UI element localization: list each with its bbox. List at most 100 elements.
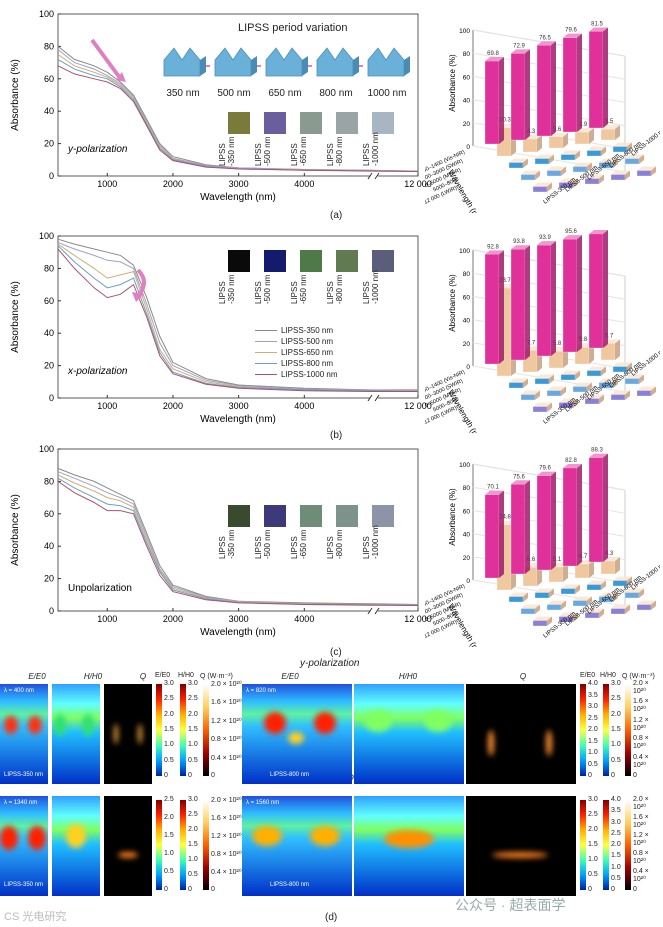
bar-front — [636, 170, 652, 177]
y-axis-label: Absorbance (%) — [10, 281, 21, 353]
colorbar-tick: 0 — [633, 886, 637, 893]
bar-side — [639, 154, 644, 164]
bar-side — [603, 27, 608, 128]
bar-side — [563, 132, 568, 148]
colorbar-tick: 1.5 — [188, 726, 198, 733]
y-tick-label: 20 — [44, 574, 54, 584]
bar-front — [586, 150, 602, 157]
bar-value-label: 75.6 — [513, 474, 525, 480]
bar-front — [574, 131, 590, 145]
bar-side — [627, 576, 632, 586]
lipss-structure-icon — [316, 47, 354, 77]
colorbar-tick: 2.0 — [611, 710, 621, 718]
colorbar-tick: 1.6 × 10²⁰ — [633, 698, 649, 714]
bar-side — [651, 386, 656, 396]
bar-front — [510, 484, 526, 575]
caption-c: (c) — [330, 647, 342, 658]
bar-top — [613, 362, 632, 367]
bar-side — [587, 596, 592, 606]
line-chart-b: 0 20 40 60 80 100 1000 2000 3000 4000 12 000 Wavele… — [10, 231, 432, 425]
legend-line — [255, 329, 277, 332]
swatch-label: LIPSS -1000 nm — [362, 132, 380, 166]
bar-top — [509, 378, 528, 383]
bar-top — [547, 386, 566, 391]
hotspot — [28, 826, 46, 850]
bar-side — [651, 600, 656, 610]
bar-top — [625, 154, 644, 159]
colorbar-tick: 4.0 — [588, 680, 598, 687]
colorbar-tick: 2.0 — [588, 726, 598, 733]
colorbar-tick: 0.8 × 10²⁰ — [211, 851, 242, 858]
colorbar-tick: 0 — [211, 772, 215, 779]
bar-top — [563, 463, 582, 468]
plot-frame — [57, 13, 419, 177]
colorbar-tick: 1.5 — [588, 841, 598, 848]
colorbar-tick: 1.0 — [588, 856, 598, 863]
bar-front — [588, 233, 604, 349]
bar-side — [525, 49, 530, 140]
bar-side — [563, 347, 568, 368]
z-tick-label: 20 — [463, 341, 471, 348]
axis-break — [374, 172, 380, 180]
bar-front — [536, 244, 552, 357]
colorbar-tick: 1.5 — [588, 737, 598, 745]
field-header: H/H0 — [83, 672, 103, 681]
colorbar-tick: 1.2 × 10²⁰ — [211, 833, 242, 840]
series-line — [57, 242, 419, 392]
bar-side — [573, 398, 578, 408]
bar-side — [575, 370, 580, 380]
bar-top — [637, 166, 656, 171]
bar-top — [559, 612, 578, 617]
e-colorbar — [580, 800, 586, 890]
x-tick-label: 1000 — [97, 401, 117, 411]
colorbar-tick: 2.5 — [164, 695, 174, 703]
bar-front — [484, 254, 500, 365]
bar-top — [561, 584, 580, 589]
colorbar-tick: 0.5 — [164, 756, 174, 764]
x-tick-label: 1000 — [97, 614, 117, 624]
bar-value-label: 69.8 — [487, 51, 499, 57]
colorbar-tick: 0 — [211, 886, 215, 893]
color-swatch — [300, 250, 322, 272]
bar-value-label: 24.8 — [499, 515, 511, 521]
colorbar-tick: 1.0 — [188, 741, 198, 749]
bar-side — [523, 158, 528, 168]
colorbar-tick: 0.5 — [611, 874, 621, 882]
bar-side — [625, 390, 630, 400]
colorbar-tick: 0 — [611, 886, 615, 893]
bar-top — [585, 394, 604, 399]
x-tick-label: 12 000 — [404, 614, 432, 624]
sample-label: LIPSS-800 nm — [270, 882, 310, 888]
q-field-map — [466, 684, 576, 784]
colorbar-tick: 2.0 × 10²⁰ — [211, 797, 242, 804]
color-swatch — [264, 250, 286, 272]
bar-side — [603, 229, 608, 348]
color-swatch — [372, 250, 394, 272]
colorbar-tick: 3.5 — [611, 807, 621, 815]
hotspot — [492, 852, 548, 858]
x-tick-label: 1000 — [97, 179, 117, 189]
bar-value-label: 70.1 — [487, 485, 499, 491]
lipss-structure-side — [404, 56, 410, 76]
bar-front — [546, 170, 562, 177]
field-header: Q — [139, 672, 147, 681]
sample-label: LIPSS-1000 nm — [631, 127, 660, 158]
bar-side — [589, 343, 594, 364]
bar-front — [534, 378, 550, 385]
color-swatch — [300, 505, 322, 527]
bar-value-label: 95.6 — [565, 229, 577, 235]
bar-value-label: 72.9 — [513, 43, 525, 49]
colorbar-tick: 3.0 — [588, 796, 598, 803]
x-tick-label: 3000 — [229, 401, 249, 411]
legend-line — [255, 340, 277, 343]
h-colorbar — [180, 684, 186, 776]
bar3d-chart-a: 0 20 40 60 80 100 Absorbance (%) 10.3 4.3 3.6 3.9 3… — [425, 21, 660, 213]
h-field-map — [52, 796, 100, 896]
bar-side — [575, 150, 580, 160]
bar-value-label: 3.9 — [579, 122, 588, 128]
bar-side — [499, 490, 504, 578]
bar-front — [520, 608, 536, 615]
y-tick-label: 60 — [44, 74, 54, 84]
swatch-label: LIPSS -500 nm — [254, 274, 272, 304]
y-tick-label: 20 — [44, 361, 54, 371]
